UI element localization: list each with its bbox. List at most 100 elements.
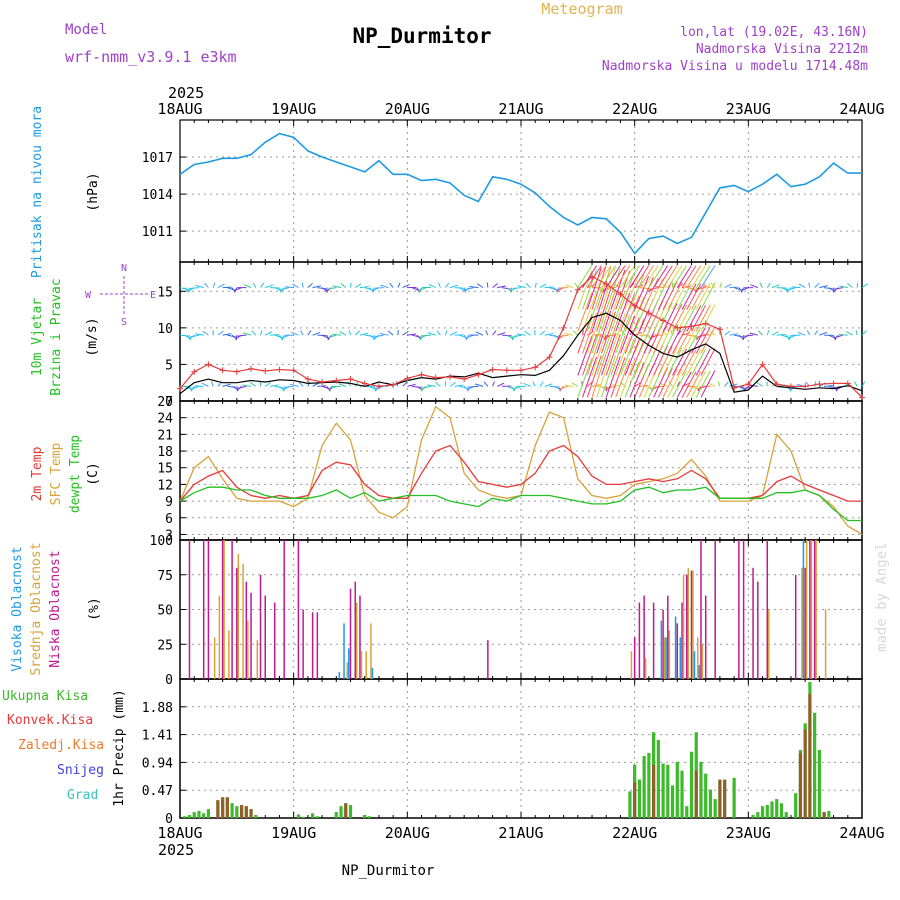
wind-barb [437, 282, 441, 288]
wind-gust-point [205, 361, 212, 368]
wind-barb [284, 385, 294, 388]
total-precip-bar [760, 806, 765, 818]
wind-barb [729, 286, 739, 289]
wind-barb [591, 309, 607, 354]
wind-barb [301, 282, 304, 288]
wind-barb [586, 267, 602, 310]
total-precip-bar [666, 764, 670, 818]
year-top: 2025 [168, 84, 204, 102]
wind-barb [697, 385, 706, 390]
wind-barb [653, 345, 669, 376]
wind-barb [375, 334, 384, 338]
convective-precip-bar [822, 812, 826, 818]
pressure-line [179, 132, 862, 255]
wind-barb [798, 283, 806, 289]
wind-barb [591, 287, 607, 332]
wind-gust-point [674, 324, 681, 331]
wind-barb [853, 381, 858, 387]
wind-barb [797, 331, 806, 336]
total-precip-bar [348, 804, 353, 818]
temp-ylabel-dew: dewpt Temp [68, 435, 83, 513]
ytick-label: 0 [165, 395, 173, 410]
ytick-label: 15 [157, 285, 173, 300]
wind-barb [260, 330, 263, 336]
axes-group: 1011101410170510153691215182124270255075… [142, 100, 885, 842]
convective-precip-bar [718, 779, 722, 818]
wind-barb [638, 265, 654, 288]
wind-barb [605, 356, 621, 398]
wind-barb [477, 283, 484, 289]
wind-barb [672, 370, 687, 398]
ytick-label: 75 [157, 569, 173, 584]
ytick-label: 12 [157, 478, 173, 493]
wind-barb [771, 284, 780, 289]
xtick-label-top: 24AUG [839, 100, 884, 118]
wind-gust-point [702, 320, 709, 327]
total-precip-bar [765, 804, 769, 818]
wind-ylabel-title: 10m Vjetar [30, 298, 45, 376]
wind-barb [629, 362, 645, 398]
wind-barb [234, 287, 242, 292]
ytick-label: 1.41 [142, 729, 173, 744]
wind-gust-point [390, 381, 397, 388]
wind-gust-point [645, 310, 652, 317]
wind-barb [591, 265, 607, 288]
wind-gust-point [589, 273, 596, 280]
wind-barb [624, 295, 640, 332]
wind-barb [572, 330, 579, 336]
wind-barb [350, 282, 352, 288]
wind-barb [676, 265, 692, 288]
wind-barb [766, 282, 771, 288]
wind-barb [317, 385, 327, 387]
wind-ylabel-units: (m/s) [85, 317, 100, 356]
wind-barb [475, 383, 484, 387]
convective-precip-bar [244, 806, 248, 818]
wind-barb [601, 267, 616, 310]
wind-barb [300, 330, 304, 336]
wind-gust-point [503, 367, 510, 374]
total-precip-bar [794, 793, 798, 818]
precip-legend-frozen: Zaledj.Kisa [18, 738, 104, 753]
wind-barb [638, 276, 654, 310]
wind-barb [686, 265, 702, 288]
wind-barb [619, 315, 635, 354]
ytick-label: 0.47 [142, 784, 173, 799]
xtick-label-bottom: 24AUG [839, 824, 884, 842]
wind-barb [195, 284, 204, 289]
wind-barb [532, 381, 536, 387]
wind-barb [539, 330, 546, 336]
wind-gust-point [787, 383, 794, 390]
wind-barb [601, 333, 616, 376]
ytick-label: 24 [157, 412, 173, 427]
wind-barb [648, 265, 664, 288]
wind-gust-point [418, 371, 425, 378]
xtick-label-top: 21AUG [498, 100, 543, 118]
wind-barb [387, 330, 394, 336]
temp-ylabel-sfc: SFC Temp [49, 443, 64, 506]
wind-barb [596, 332, 612, 376]
wind-barb [236, 386, 242, 392]
wind-barb [512, 334, 522, 338]
wind-barb [603, 287, 612, 291]
ytick-label: 3 [165, 528, 173, 543]
total-precip-bar [675, 761, 679, 818]
wind-barb [611, 384, 621, 387]
total-precip-bar [713, 799, 717, 818]
wind-barb [724, 381, 729, 387]
wind-barb [283, 386, 285, 392]
wind-gust-point [191, 368, 198, 375]
total-precip-bar [628, 791, 632, 818]
wind-barb [681, 285, 691, 289]
wind-barb [653, 323, 669, 354]
wind-barb [242, 332, 252, 336]
wind-barb [624, 317, 640, 354]
wind-barb [629, 265, 645, 288]
wind-barb [759, 282, 763, 288]
wind-barb [574, 282, 579, 288]
wind-gust-point [745, 381, 752, 388]
wind-barb [806, 330, 811, 336]
wind-barb [624, 361, 640, 398]
total-precip-bar [183, 816, 187, 818]
total-precip-bar [339, 806, 343, 818]
wind-barb [700, 282, 716, 310]
